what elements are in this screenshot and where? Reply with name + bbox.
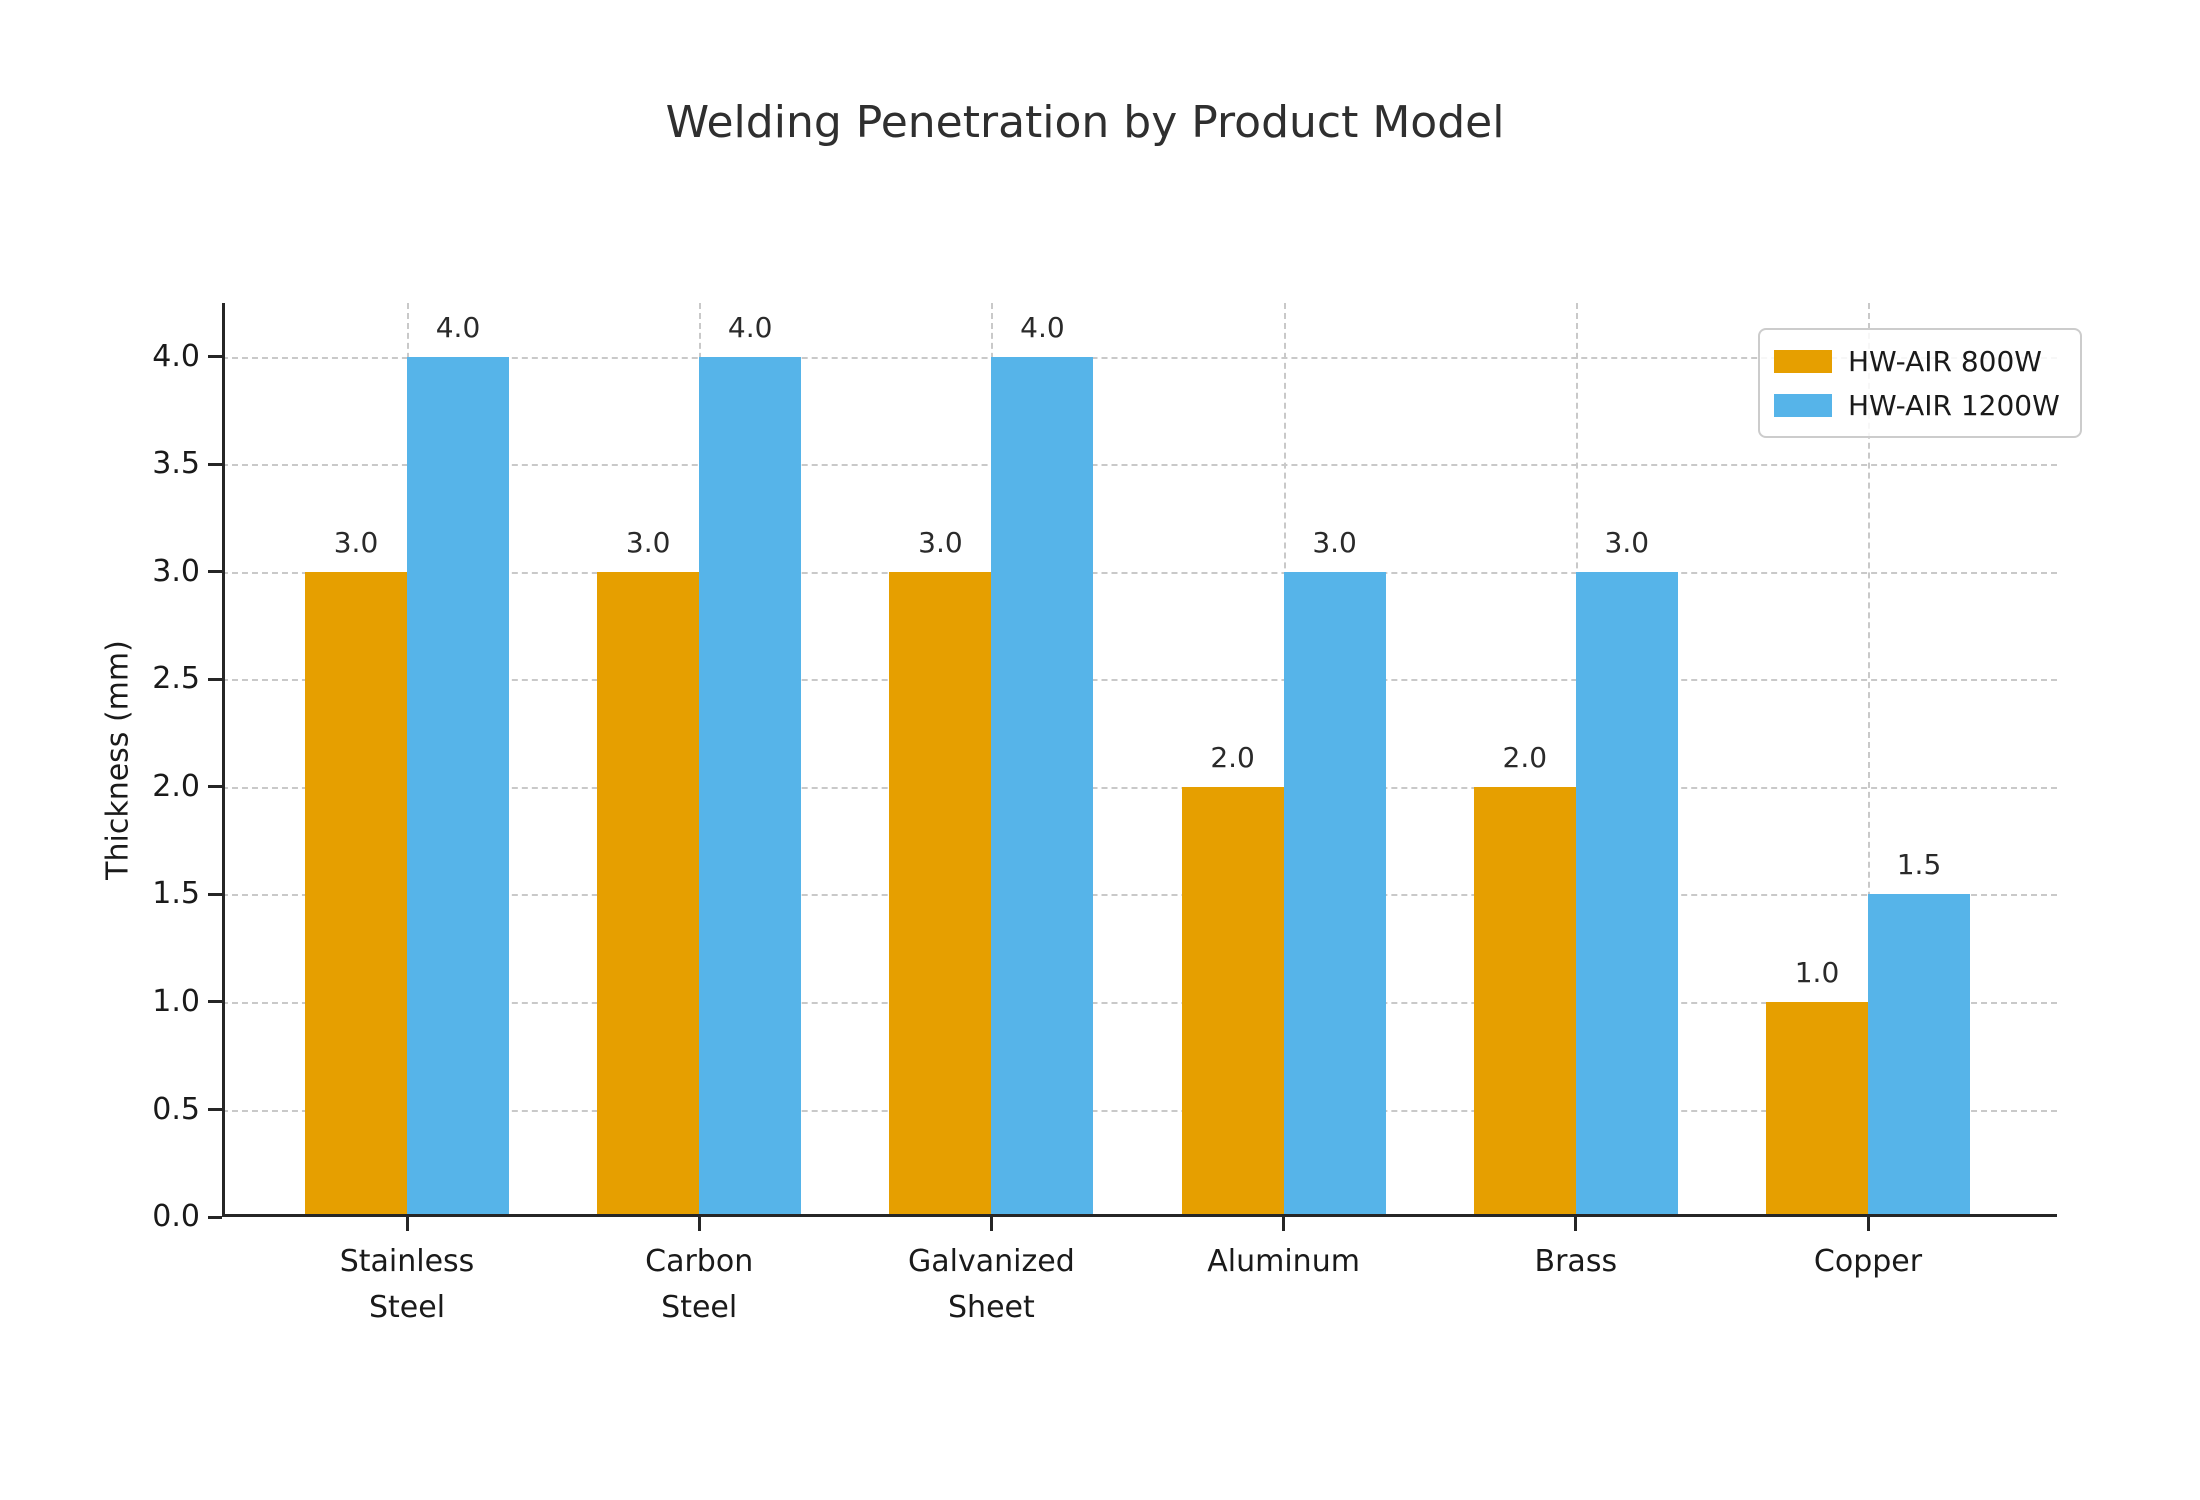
x-tick-label: Brass [1426,1239,1726,1285]
x-tick-label-line: Stainless [339,1244,475,1279]
x-tick-label-line: Galvanized [908,1244,1075,1279]
y-tick-label: 1.5 [152,876,200,912]
x-tick-label: Stainless Steel [257,1239,557,1331]
x-tick-label: Copper [1718,1239,2018,1285]
legend-swatch-800w [1774,349,1832,373]
x-tick-label-line: Aluminum [1207,1244,1360,1279]
bar-value-label: 4.0 [1020,310,1065,344]
bar-hw-air-800w-3 [1181,786,1284,1217]
bar-value-label: 3.0 [333,525,379,559]
x-tick-label-line: Copper [1813,1244,1923,1279]
x-tick-label-line: Carbon [645,1244,754,1279]
bar-hw-air-1200w-0 [407,356,509,1217]
y-tick-label: 4.0 [152,338,200,374]
bar-hw-air-1200w-1 [699,356,802,1217]
x-tick-label-line: Steel [661,1290,738,1325]
x-tick-label: Galvanized Sheet [841,1239,1141,1331]
horizontal-gridline [222,1001,2057,1004]
horizontal-gridline [222,894,2057,897]
x-tick-mark [1866,1217,1870,1231]
y-tick-mark [208,1215,222,1219]
legend-item-1200w: HW-AIR 1200W [1774,384,2060,426]
bar-hw-air-1200w-4 [1575,571,1678,1217]
x-tick-label: Aluminum [1134,1239,1434,1285]
bar-value-label: 2.0 [1210,740,1255,774]
horizontal-gridline [222,571,2057,574]
y-tick-label: 2.0 [152,768,200,804]
bar-hw-air-800w-5 [1766,1001,1868,1217]
horizontal-gridline [222,1109,2057,1112]
y-tick-mark [208,570,222,574]
bar-value-label: 1.5 [1896,848,1942,882]
y-tick-mark [208,1108,222,1111]
y-axis-label: Thickness (mm) [100,640,136,880]
legend-label-800w: HW-AIR 800W [1848,344,2042,378]
y-tick-label: 0.5 [152,1091,200,1127]
x-tick-label-line: Brass [1534,1244,1618,1279]
y-tick-mark [208,1000,222,1004]
legend-item-800w: HW-AIR 800W [1774,340,2060,382]
bar-value-label: 1.0 [1794,955,1840,989]
bar-value-label: 3.0 [1312,525,1357,559]
bar-hw-air-1200w-2 [991,356,1094,1217]
legend-swatch-1200w [1774,393,1832,417]
horizontal-gridline [222,464,2057,467]
y-tick-mark [208,355,222,359]
y-tick-label: 3.5 [152,446,200,482]
bar-value-label: 4.0 [727,310,773,344]
x-tick-mark [405,1217,409,1231]
y-tick-mark [208,462,222,466]
horizontal-gridline [222,786,2057,789]
x-tick-mark [697,1217,701,1231]
x-tick-label: Carbon Steel [549,1239,849,1331]
bar-hw-air-1200w-5 [1868,894,1970,1217]
y-tick-label: 2.5 [152,661,200,697]
x-tick-mark [1574,1217,1578,1231]
x-tick-label-line: Sheet [948,1290,1035,1325]
horizontal-gridline [222,356,2057,359]
legend: HW-AIR 800W HW-AIR 1200W [1758,328,2082,438]
bar-value-label: 2.0 [1502,740,1548,774]
bar-value-label: 4.0 [435,310,481,344]
bar-value-label: 3.0 [625,525,671,559]
y-tick-mark [208,892,222,896]
chart-title: Welding Penetration by Product Model [665,97,1505,148]
bar-hw-air-800w-1 [597,571,700,1217]
y-tick-mark [208,677,222,681]
horizontal-gridline [222,679,2057,682]
bar-value-label: 3.0 [918,525,963,559]
y-tick-label: 1.0 [152,983,200,1019]
x-tick-mark [1282,1217,1286,1231]
bar-hw-air-800w-4 [1473,786,1576,1217]
bar-hw-air-800w-0 [305,571,407,1217]
vertical-gridline [1868,303,1870,1217]
bar-value-label: 3.0 [1604,525,1650,559]
bar-hw-air-800w-2 [889,571,992,1217]
bar-hw-air-1200w-3 [1283,571,1386,1217]
y-tick-mark [208,785,222,789]
legend-label-1200w: HW-AIR 1200W [1848,388,2060,422]
y-tick-label: 0.0 [152,1199,200,1234]
y-tick-label: 3.0 [152,553,200,589]
x-tick-label-line: Steel [368,1290,446,1325]
x-tick-mark [989,1217,993,1231]
